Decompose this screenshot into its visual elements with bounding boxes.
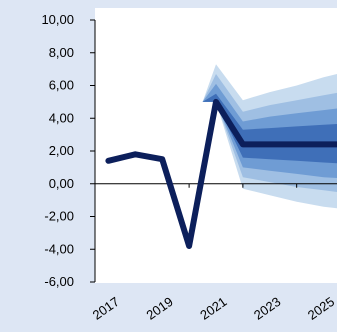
- series-line-1: [105, 98, 337, 249]
- y-tick-label: 0,00: [49, 176, 74, 191]
- y-tick-label: 8,00: [49, 45, 74, 60]
- y-tick-label: 2,00: [49, 143, 74, 158]
- y-tick-label: -6,00: [44, 274, 74, 289]
- axes: [90, 19, 337, 283]
- fan-bands: [202, 64, 337, 209]
- x-tick-label: 2025: [305, 294, 337, 323]
- x-tick-label: 2023: [251, 294, 283, 323]
- y-tick-label: -4,00: [44, 241, 74, 256]
- y-tick-label: -2,00: [44, 209, 74, 224]
- x-tick-label: 2021: [197, 294, 229, 323]
- x-tick-label: 2019: [143, 294, 175, 323]
- series-layer: [105, 98, 337, 249]
- y-tick-label: 6,00: [49, 78, 74, 93]
- y-tick-label: 10,00: [41, 12, 74, 27]
- y-tick-label: 4,00: [49, 110, 74, 125]
- x-tick-label: 2017: [90, 294, 122, 323]
